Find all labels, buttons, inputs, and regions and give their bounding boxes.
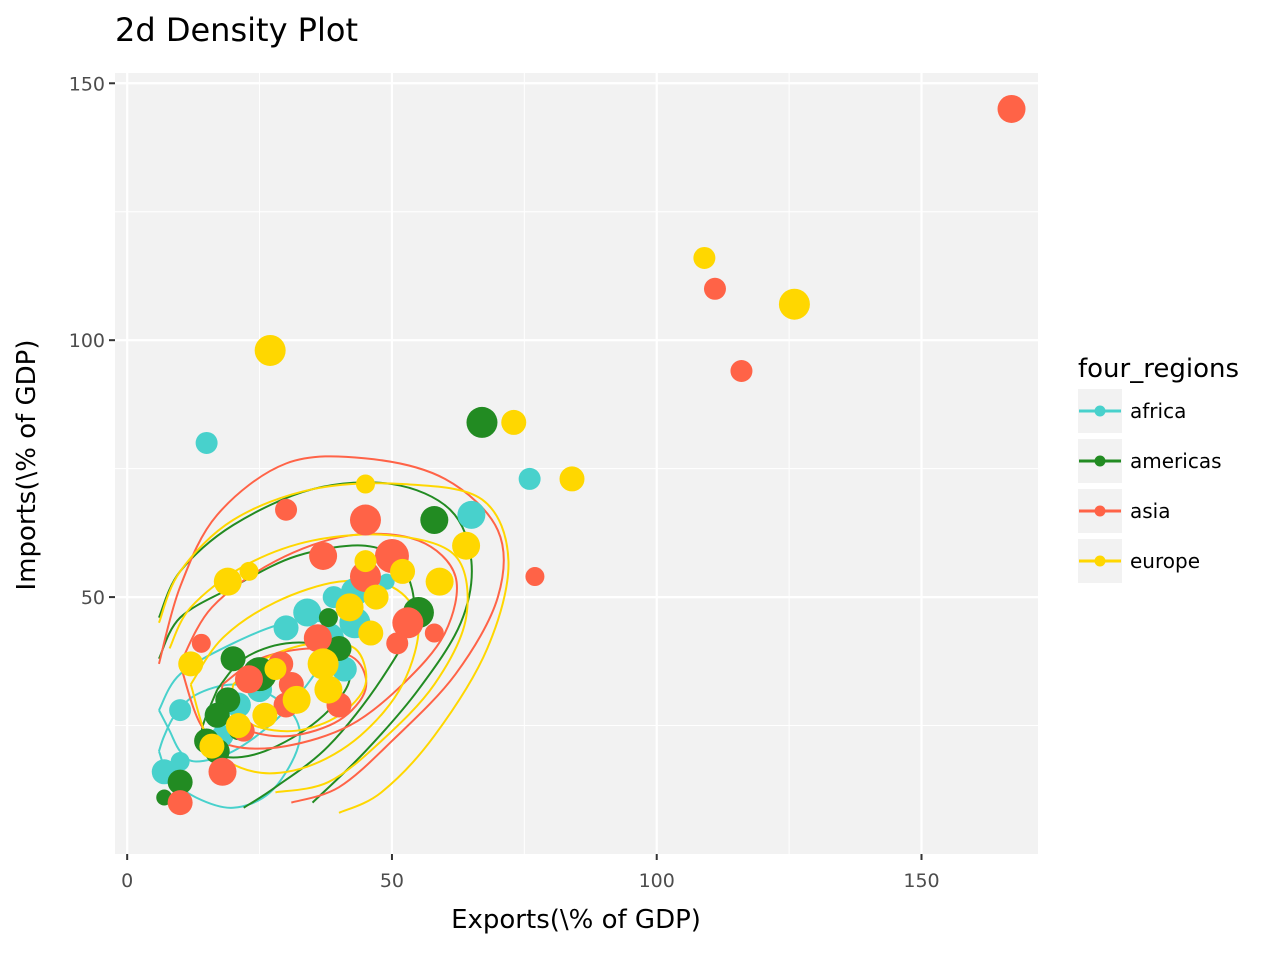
data-point-europe (239, 561, 259, 581)
data-point-africa (457, 500, 486, 529)
axes: 0 50 100 150 50 100 150 (69, 73, 940, 892)
data-point-europe (778, 288, 810, 320)
data-point-americas (318, 608, 338, 628)
plot-panel (115, 73, 1038, 854)
legend-item-europe: europe (1078, 539, 1200, 583)
legend-title: four_regions (1078, 354, 1239, 384)
x-tick-label: 100 (639, 870, 675, 892)
data-point-europe (282, 685, 311, 714)
data-point-americas (167, 769, 193, 795)
y-tick-label: 150 (69, 73, 105, 95)
data-point-asia (191, 633, 211, 653)
data-point-asia (424, 623, 444, 643)
legend: four_regions africa americas asia europe (1078, 354, 1239, 583)
data-point-europe (225, 713, 251, 739)
y-axis-title: Imports(\% of GDP) (12, 339, 42, 590)
data-point-europe (252, 702, 278, 728)
data-point-asia (703, 277, 726, 300)
density-contour-europe (189, 579, 420, 775)
legend-key-point (1094, 555, 1106, 567)
data-point-asia (309, 541, 338, 570)
legend-label: americas (1130, 449, 1222, 473)
data-point-africa (169, 699, 192, 722)
y-tick-label: 100 (69, 330, 105, 352)
data-point-europe (314, 675, 343, 704)
data-point-europe (559, 466, 585, 492)
data-point-africa (195, 431, 218, 454)
density-contour-asia (157, 455, 505, 804)
density-contour-africa (158, 618, 331, 763)
data-point-europe (213, 567, 242, 596)
data-point-europe (178, 651, 204, 677)
data-point-americas (220, 646, 246, 672)
data-point-americas (204, 702, 230, 728)
data-point-europe (355, 474, 375, 494)
data-point-europe (307, 648, 339, 680)
data-point-asia (386, 632, 409, 655)
data-point-asia (525, 567, 545, 587)
data-point-europe (254, 334, 286, 366)
data-point-europe (693, 246, 716, 269)
legend-item-africa: africa (1078, 389, 1186, 433)
data-point-europe (363, 584, 389, 610)
data-point-europe (199, 733, 225, 759)
data-point-asia (208, 757, 237, 786)
density-contour-europe (158, 482, 510, 814)
y-tick-label: 50 (81, 587, 105, 609)
data-point-africa (518, 467, 541, 490)
legend-item-asia: asia (1078, 489, 1171, 533)
x-tick-label: 0 (121, 870, 133, 892)
data-point-asia (167, 790, 193, 816)
data-point-europe (425, 567, 454, 596)
data-point-europe (358, 620, 384, 646)
data-point-asia (997, 94, 1026, 123)
legend-label: asia (1130, 499, 1171, 523)
data-point-asia (303, 624, 332, 653)
data-point-asia (349, 504, 381, 536)
x-tick-label: 150 (903, 870, 939, 892)
data-point-europe (335, 593, 364, 622)
density-contour-asia (179, 532, 458, 750)
legend-label: europe (1130, 549, 1200, 573)
x-axis-title: Exports(\% of GDP) (451, 905, 701, 935)
density-contour-americas (158, 481, 473, 804)
data-points (151, 94, 1026, 816)
legend-item-americas: americas (1078, 439, 1222, 483)
data-point-asia (730, 360, 753, 383)
data-point-africa (170, 752, 190, 772)
data-point-asia (234, 665, 263, 694)
data-point-africa (293, 598, 322, 627)
data-point-africa (378, 573, 395, 590)
data-point-asia (392, 607, 424, 639)
legend-items: africa americas asia europe (1078, 389, 1222, 583)
data-point-europe (452, 531, 481, 560)
data-point-americas (420, 506, 449, 535)
data-point-europe (501, 409, 527, 435)
legend-key-point (1094, 405, 1106, 417)
legend-key-point (1094, 505, 1106, 517)
data-point-europe (354, 550, 377, 573)
chart-title: 2d Density Plot (115, 11, 358, 49)
data-point-asia (275, 498, 298, 521)
legend-label: africa (1130, 399, 1186, 423)
data-point-americas (466, 406, 498, 438)
legend-key-point (1094, 455, 1106, 467)
data-point-europe (264, 658, 287, 681)
data-point-europe (390, 558, 416, 584)
data-point-africa (273, 615, 299, 641)
x-tick-label: 50 (380, 870, 404, 892)
